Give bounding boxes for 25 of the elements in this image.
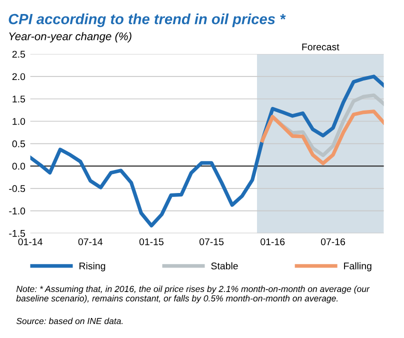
- y-tick-label: -1.5: [9, 230, 26, 237]
- line-series: [30, 74, 384, 228]
- x-tick-label: 07-15: [199, 238, 224, 246]
- y-tick-label: 2.0: [12, 73, 26, 80]
- legend-label: Stable: [211, 262, 238, 270]
- x-tick-label: 01-14: [18, 238, 42, 246]
- y-tick-label: 0.5: [12, 140, 26, 148]
- chart-title: CPI according to the trend in oil prices *: [8, 14, 286, 28]
- x-tick-label: 01-16: [260, 238, 285, 246]
- band-label: Forecast: [302, 44, 340, 50]
- y-tick-label: 0.0: [12, 162, 26, 170]
- y-tick-label: -1.0: [9, 208, 26, 214]
- line-series: [260, 110, 384, 166]
- source-note: Source: based on INE data.: [16, 318, 123, 324]
- legend-label: Falling: [344, 262, 372, 272]
- text: Note: * Assuming that, in 2016, the oil price rises by 2.1% month-on-month on average (our baseline scenario), remains constant, or falls by 0.5% month-on-month on average.: [16, 286, 370, 304]
- y-tick-label: -0.5: [9, 185, 26, 192]
- y-tick-label: 1.5: [12, 96, 26, 102]
- x-tick-label: 07-14: [78, 238, 103, 246]
- y-tick-label: 2.5: [12, 50, 26, 58]
- y-tick-label: 1.0: [12, 118, 26, 125]
- x-tick-label: 01-15: [139, 238, 164, 246]
- x-tick-label: 07-16: [320, 238, 346, 246]
- chart-subtitle: Year-on-year change (%): [9, 32, 132, 42]
- legend-label: Rising: [80, 262, 106, 272]
